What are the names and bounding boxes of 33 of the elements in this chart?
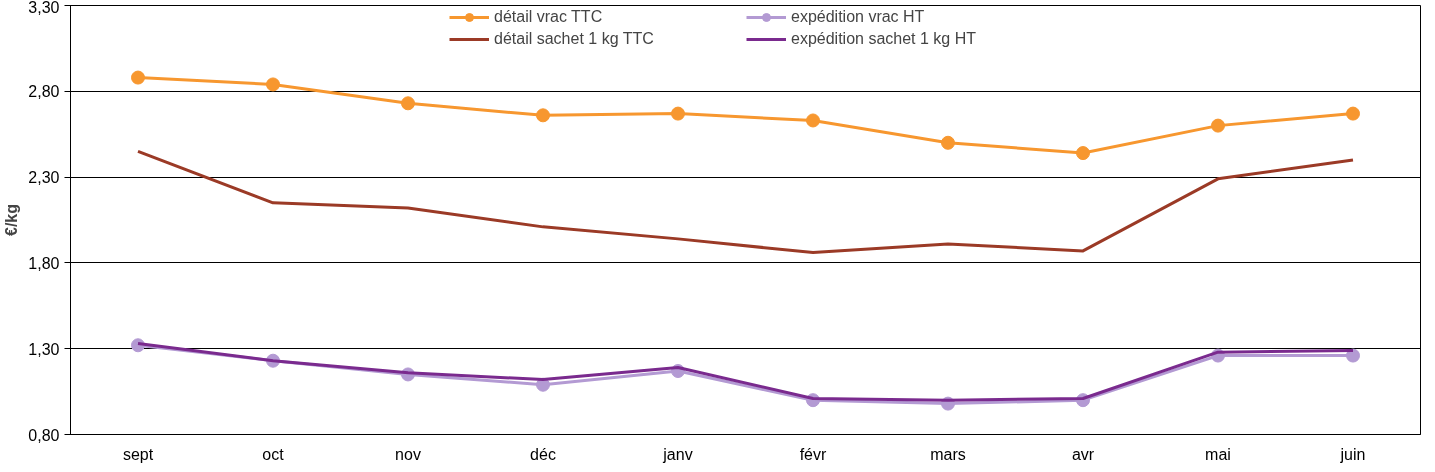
y-tick-label: 1,30	[28, 340, 60, 358]
x-tick-label: mars	[930, 445, 966, 463]
y-tick-label: 2,30	[28, 169, 60, 187]
legend-label: expédition sachet 1 kg HT	[791, 30, 977, 48]
x-tick-label: sept	[122, 445, 154, 463]
legend-label: expédition vrac HT	[791, 8, 926, 26]
point	[536, 108, 550, 123]
x-tick-label: janv	[662, 445, 693, 463]
y-tick-label: 3,30	[28, 0, 60, 16]
point	[1346, 348, 1360, 363]
point	[266, 77, 280, 92]
x-tick-label: nov	[395, 445, 421, 463]
point	[941, 135, 955, 150]
legend-label: détail vrac TTC	[494, 8, 604, 26]
point	[1346, 106, 1360, 121]
x-tick-label: juin	[1339, 445, 1366, 463]
line-series	[136, 149, 1355, 255]
point	[1076, 146, 1090, 161]
point	[1211, 118, 1225, 133]
y-tick-label: 1,80	[28, 254, 60, 272]
point	[671, 106, 685, 121]
x-tick-label: déc	[530, 445, 556, 463]
point	[806, 113, 820, 128]
x-tick-label: févr	[799, 445, 828, 463]
x-tick-label: avr	[1071, 445, 1095, 463]
x-tick-label: mai	[1205, 445, 1231, 463]
legend-label: détail sachet 1 kg TTC	[494, 30, 655, 48]
point	[131, 70, 145, 85]
x-tick-label: oct	[262, 445, 285, 463]
point	[401, 96, 415, 111]
y-tick-label: 2,80	[28, 83, 60, 101]
y-tick-label: 0,80	[28, 426, 60, 444]
y-axis-title: €/kg	[3, 203, 21, 237]
